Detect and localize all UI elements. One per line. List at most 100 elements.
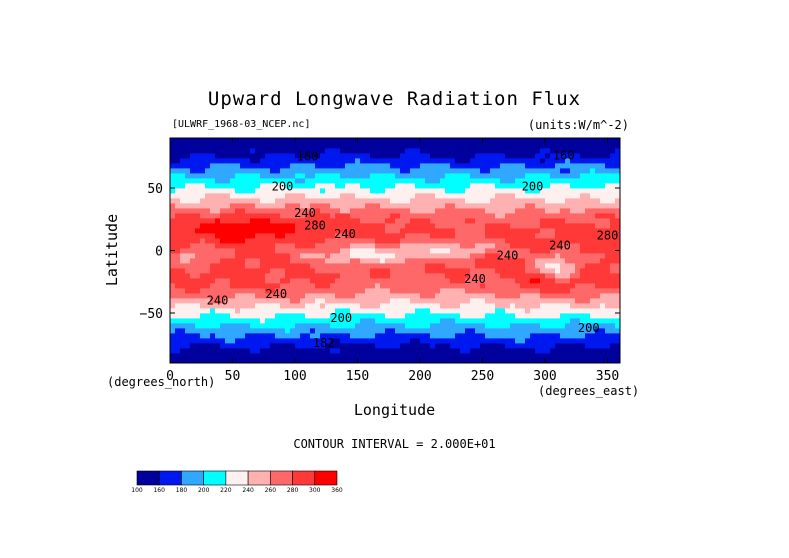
flux-cell (445, 318, 451, 324)
flux-cell (515, 343, 521, 349)
flux-cell (325, 203, 331, 209)
flux-cell (490, 338, 496, 344)
flux-cell (455, 298, 461, 304)
flux-cell (490, 163, 496, 169)
flux-cell (235, 153, 241, 159)
flux-cell (585, 288, 591, 294)
flux-cell (420, 278, 426, 284)
flux-cell (435, 213, 441, 219)
flux-cell (545, 203, 551, 209)
flux-cell (360, 208, 366, 214)
flux-cell (175, 298, 181, 304)
flux-cell (560, 328, 566, 334)
flux-cell (425, 163, 431, 169)
flux-cell (215, 248, 221, 254)
flux-cell (365, 298, 371, 304)
flux-cell (200, 328, 206, 334)
flux-cell (240, 228, 246, 234)
flux-cell (225, 203, 231, 209)
flux-cell (305, 138, 311, 144)
flux-cell (610, 313, 616, 319)
flux-cell (340, 338, 346, 344)
flux-cell (450, 158, 456, 164)
flux-cell (260, 198, 266, 204)
flux-cell (345, 273, 351, 279)
flux-cell (555, 358, 561, 363)
flux-cell (580, 243, 586, 249)
flux-cell (305, 283, 311, 289)
flux-cell (365, 223, 371, 229)
flux-cell (190, 218, 196, 224)
flux-cell (270, 343, 276, 349)
flux-cell (495, 188, 501, 194)
flux-cell (465, 283, 471, 289)
flux-cell (515, 253, 521, 259)
flux-cell (225, 293, 231, 299)
flux-cell (390, 173, 396, 179)
flux-cell (310, 153, 316, 159)
flux-cell (565, 278, 571, 284)
flux-cell (360, 173, 366, 179)
flux-cell (170, 218, 176, 224)
flux-cell (495, 233, 501, 239)
flux-cell (510, 268, 516, 274)
flux-cell (530, 238, 536, 244)
flux-cell (535, 153, 541, 159)
flux-cell (240, 248, 246, 254)
flux-cell (365, 153, 371, 159)
flux-cell (265, 328, 271, 334)
flux-cell (300, 233, 306, 239)
flux-cell (475, 258, 481, 264)
flux-cell (410, 168, 416, 174)
flux-cell (595, 263, 601, 269)
flux-cell (225, 313, 231, 319)
flux-cell (475, 358, 481, 363)
flux-cell (430, 158, 436, 164)
flux-cell (525, 343, 531, 349)
flux-cell (500, 198, 506, 204)
flux-cell (325, 153, 331, 159)
flux-cell (180, 153, 186, 159)
flux-cell (490, 298, 496, 304)
flux-cell (585, 153, 591, 159)
flux-cell (495, 168, 501, 174)
flux-cell (170, 168, 176, 174)
flux-cell (330, 153, 336, 159)
flux-cell (510, 228, 516, 234)
flux-field (170, 138, 620, 363)
flux-cell (225, 148, 231, 154)
flux-cell (460, 158, 466, 164)
flux-cell (220, 188, 226, 194)
flux-cell (235, 323, 241, 329)
flux-cell (290, 183, 296, 189)
flux-cell (260, 293, 266, 299)
flux-cell (205, 243, 211, 249)
flux-cell (200, 143, 206, 149)
flux-cell (325, 248, 331, 254)
flux-cell (370, 208, 376, 214)
flux-cell (600, 183, 606, 189)
flux-cell (365, 268, 371, 274)
flux-cell (275, 153, 281, 159)
flux-cell (555, 203, 561, 209)
flux-cell (460, 263, 466, 269)
flux-cell (390, 183, 396, 189)
flux-cell (535, 168, 541, 174)
flux-cell (290, 268, 296, 274)
flux-cell (435, 198, 441, 204)
flux-cell (365, 263, 371, 269)
flux-cell (425, 233, 431, 239)
flux-cell (345, 333, 351, 339)
flux-cell (540, 283, 546, 289)
flux-cell (470, 183, 476, 189)
flux-cell (585, 353, 591, 359)
flux-cell (230, 143, 236, 149)
flux-cell (600, 278, 606, 284)
flux-cell (180, 138, 186, 144)
flux-cell (615, 213, 620, 219)
flux-cell (360, 298, 366, 304)
flux-cell (510, 223, 516, 229)
colorbar-swatch (247, 470, 271, 486)
flux-cell (440, 228, 446, 234)
flux-cell (400, 278, 406, 284)
